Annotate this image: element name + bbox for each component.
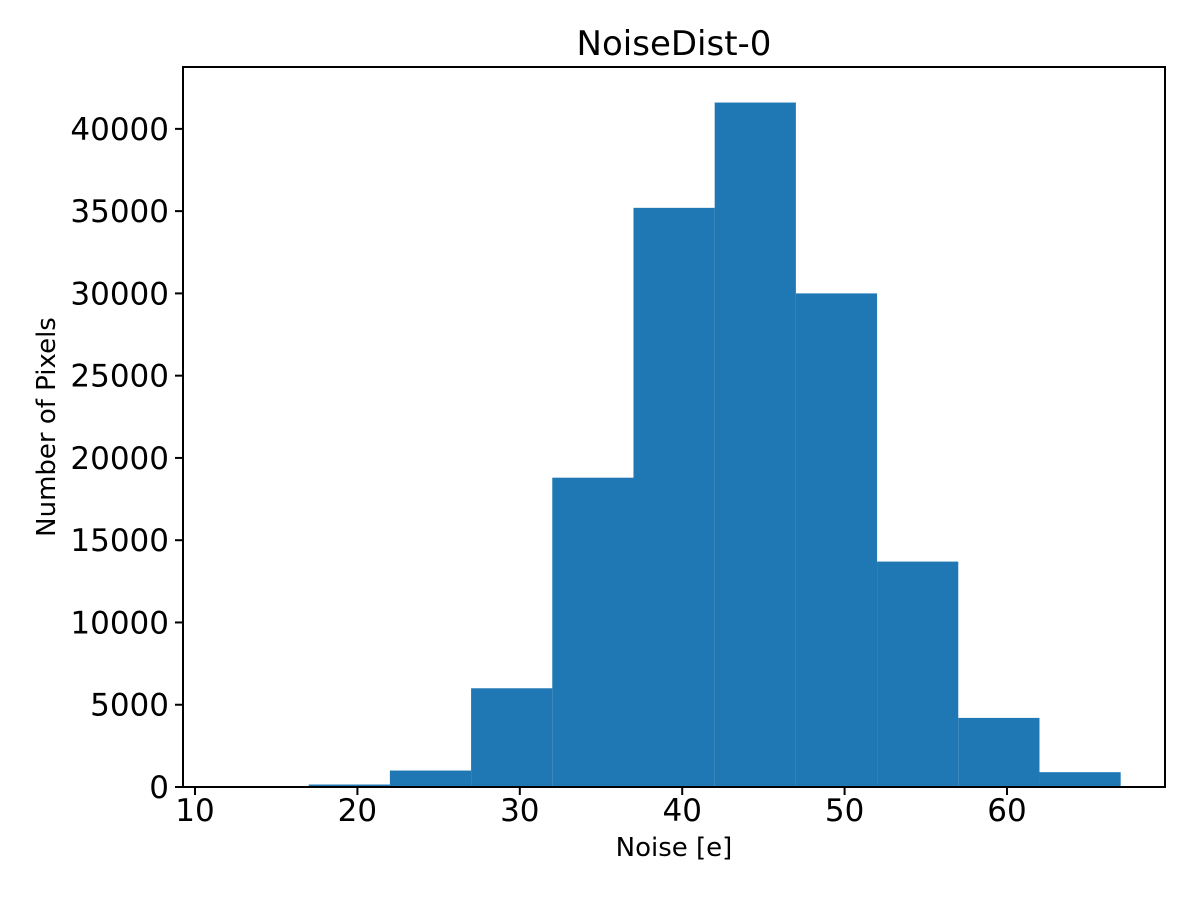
y-tick-label: 30000: [70, 276, 169, 312]
histogram-bar: [633, 207, 715, 788]
bars-layer: [308, 102, 1121, 788]
y-tick-label: 20000: [70, 441, 169, 477]
histogram-bar: [308, 784, 390, 787]
histogram-bar: [714, 102, 796, 788]
y-tick-label: 35000: [70, 194, 169, 230]
x-tick-label: 40: [662, 793, 701, 829]
x-axis-label: Noise [e]: [616, 833, 733, 863]
ticks-layer: 10 20 30 40 50 60 0 5000 10000 15000 20000 25000 300…: [70, 112, 1026, 829]
y-tick-label: 25000: [70, 359, 169, 395]
histogram-bar: [958, 717, 1040, 787]
y-tick-label: 15000: [70, 523, 169, 559]
x-tick-label: 60: [987, 793, 1026, 829]
histogram-bar: [877, 561, 959, 787]
y-tick-label: 40000: [70, 112, 169, 148]
histogram-bar: [552, 477, 634, 787]
plot-border: [182, 66, 1166, 788]
x-tick-label: 30: [500, 793, 539, 829]
y-axis-label: Number of Pixels: [32, 317, 62, 537]
y-tick-label: 0: [149, 770, 169, 806]
y-tick-label: 10000: [70, 605, 169, 641]
histogram-bar: [1039, 772, 1121, 787]
histogram-bar: [471, 688, 553, 787]
x-tick-label: 10: [175, 793, 214, 829]
x-tick-label: 50: [825, 793, 864, 829]
histogram-bar: [795, 293, 878, 787]
y-tick-label: 5000: [90, 688, 169, 724]
histogram-bar: [389, 770, 472, 787]
chart-title: NoiseDist-0: [577, 24, 772, 64]
x-tick-label: 20: [338, 793, 377, 829]
